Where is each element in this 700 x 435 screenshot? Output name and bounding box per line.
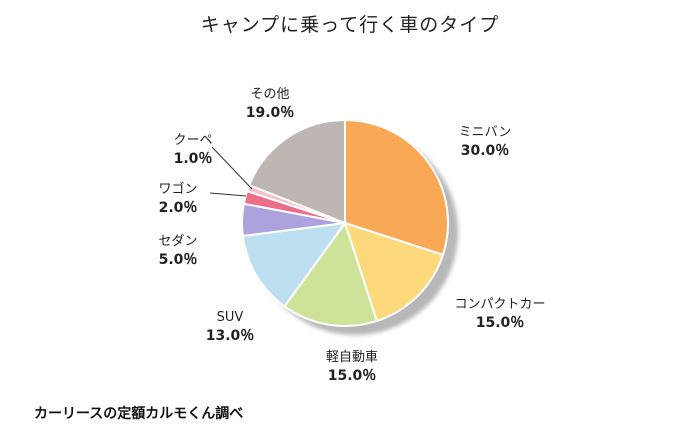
leader-lines (209, 146, 253, 197)
pie-slices (241, 118, 449, 328)
leader-line-7 (211, 146, 253, 190)
slice-value-5: 5.0％ (159, 252, 198, 268)
slice-value-7: 1.0％ (174, 151, 213, 167)
slice-name-7: クーペ (173, 133, 212, 148)
slice-value-8: 19.0％ (246, 105, 295, 121)
pie-slice-1 (344, 118, 449, 257)
slice-label-6: ワゴン 2.0％ (158, 181, 197, 216)
pie-slice-8 (247, 118, 346, 225)
slice-name-1: ミニバン (459, 125, 512, 140)
slice-label-7: クーペ 1.0％ (173, 133, 212, 167)
chart-title: キャンプに乗って行く車のタイプ (200, 14, 500, 36)
slice-name-8: その他 (250, 87, 289, 102)
slice-value-1: 30.0％ (461, 143, 510, 159)
slice-name-4: SUV (217, 310, 244, 325)
slice-label-5: セダン 5.0％ (158, 234, 197, 268)
leader-line-6 (209, 192, 247, 197)
pie-slice-3 (283, 220, 379, 328)
slice-label-2: コンパクトカー 15.0％ (454, 297, 545, 331)
slice-name-6: ワゴン (158, 181, 197, 197)
slice-name-5: セダン (158, 234, 197, 249)
slice-value-4: 13.0％ (206, 328, 255, 344)
slice-name-3: 軽自動車 (326, 350, 378, 365)
slice-name-2: コンパクトカー (454, 297, 545, 312)
slice-value-2: 15.0％ (476, 315, 525, 331)
source-note: カーリースの定額カルモくん調べ (34, 406, 244, 422)
slice-value-3: 15.0％ (328, 368, 377, 384)
slice-label-1: ミニバン 30.0％ (459, 125, 512, 159)
pie-slice-4 (241, 221, 348, 308)
slice-value-6: 2.0％ (159, 200, 198, 216)
slice-label-3: 軽自動車 15.0％ (326, 350, 378, 384)
slice-label-8: その他 19.0％ (246, 87, 295, 121)
slice-label-4: SUV 13.0％ (206, 310, 255, 344)
slice-labels: ミニバン 30.0％ コンパクトカー 15.0％ 軽自動車 15.0％ SUV 13.0％ セダ… (158, 87, 545, 384)
